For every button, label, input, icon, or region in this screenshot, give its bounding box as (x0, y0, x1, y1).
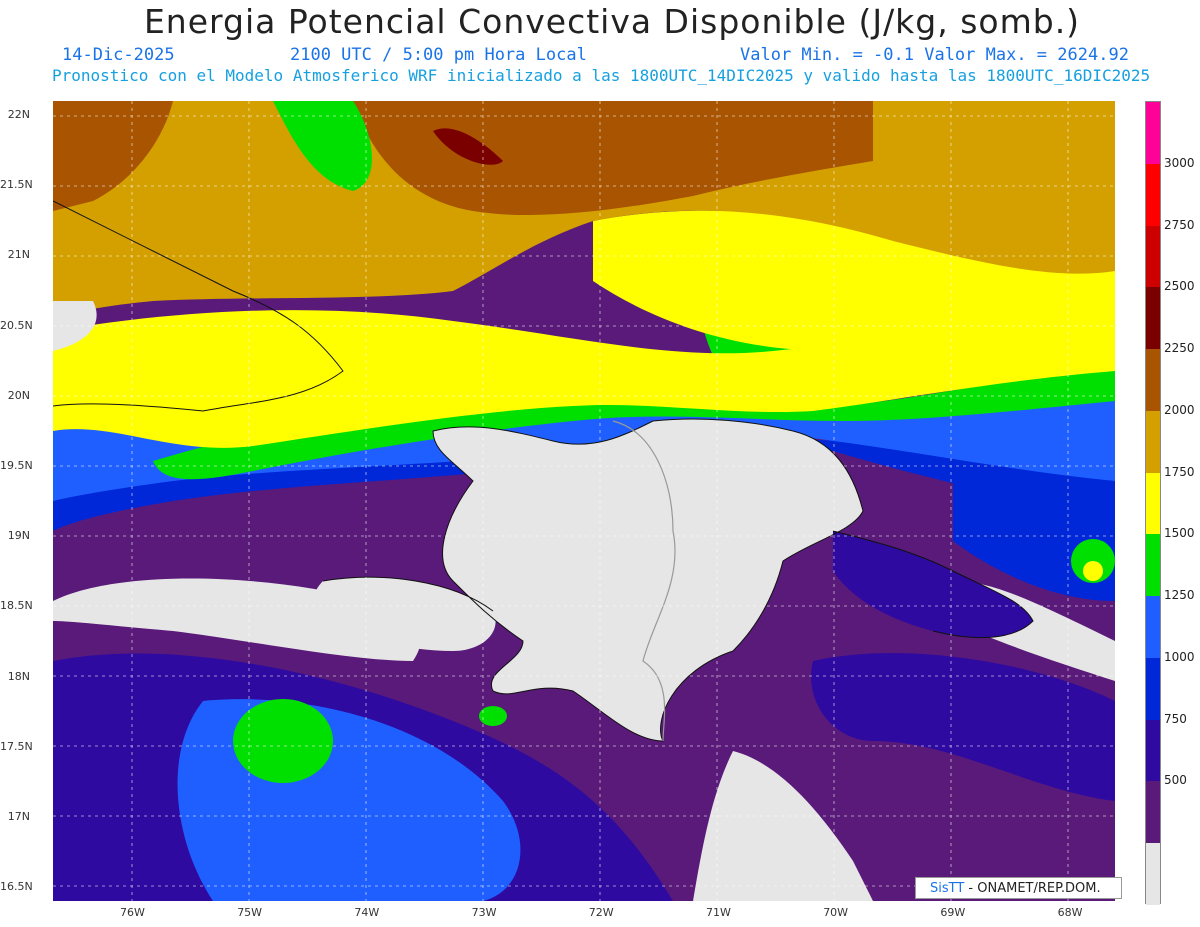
lat-tick-label: 18N (7, 669, 30, 683)
lon-tick-label: 74W (354, 906, 380, 919)
lat-tick-label: 19.5N (0, 459, 33, 472)
color-scale-segment (1146, 410, 1160, 473)
forecast-time: 2100 UTC / 5:00 pm Hora Local (290, 45, 587, 65)
color-scale-segment (1146, 781, 1160, 844)
color-scale-label: 3000 (1164, 155, 1195, 170)
color-scale-label: 2500 (1164, 279, 1195, 294)
color-scale-segment (1146, 472, 1160, 535)
lat-tick-label: 16.5N (0, 880, 33, 894)
lon-tick-label: 68W (1057, 906, 1083, 919)
color-scale-segment (1146, 102, 1160, 164)
lat-tick-label: 21N (7, 248, 30, 262)
color-scale-label: 750 (1164, 711, 1187, 726)
color-scale-label: 1500 (1164, 526, 1195, 541)
color-scale-segment (1146, 225, 1160, 288)
color-scale-segment (1146, 843, 1160, 905)
cape-map (53, 101, 1115, 901)
lat-tick-label: 18.5N (0, 599, 33, 613)
color-scale-segment (1146, 163, 1160, 226)
color-scale-label: 1000 (1164, 649, 1195, 664)
lat-tick-label: 20.5N (0, 318, 33, 332)
lon-tick-label: 73W (471, 906, 497, 919)
color-scale-label: 1250 (1164, 588, 1195, 603)
lat-tick-label: 19N (7, 529, 30, 543)
color-scale-bar (1145, 101, 1161, 905)
lat-tick-label: 17.5N (0, 739, 33, 753)
lat-tick-label: 21.5N (0, 178, 33, 192)
lat-tick-label: 20N (7, 388, 30, 402)
lon-tick-label: 72W (588, 906, 614, 919)
lon-tick-label: 75W (237, 906, 263, 919)
color-scale-label: 2250 (1164, 341, 1195, 356)
value-min-max: Valor Min. = -0.1 Valor Max. = 2624.92 (740, 45, 1129, 65)
color-scale-label: 1750 (1164, 464, 1195, 479)
forecast-date: 14-Dic-2025 (62, 45, 175, 65)
color-scale-label: 500 (1164, 773, 1187, 788)
color-scale-segment (1146, 349, 1160, 411)
color-scale-segment (1146, 657, 1160, 720)
lon-tick-label: 71W (706, 906, 731, 919)
color-scale-segment (1146, 534, 1160, 597)
color-scale-label: 2750 (1164, 217, 1195, 232)
lon-tick-label: 76W (120, 906, 145, 919)
credit-label: SisTT - ONAMET/REP.DOM. (915, 877, 1122, 899)
color-scale-segment (1146, 719, 1160, 782)
forecast-description: Pronostico con el Modelo Atmosferico WRF… (52, 66, 1151, 85)
color-scale-segment (1146, 287, 1160, 350)
credit-brand: SisTT (930, 881, 965, 896)
lon-tick-label: 69W (940, 906, 966, 919)
lat-tick-label: 22N (7, 108, 30, 121)
lat-tick-label: 17N (7, 810, 30, 823)
lon-tick-label: 70W (823, 906, 849, 919)
color-scale-segment (1146, 596, 1160, 658)
map-title: Energia Potencial Convectiva Disponible … (143, 2, 1081, 41)
credit-text: - ONAMET/REP.DOM. (964, 881, 1101, 896)
color-scale-label: 2000 (1164, 402, 1195, 417)
